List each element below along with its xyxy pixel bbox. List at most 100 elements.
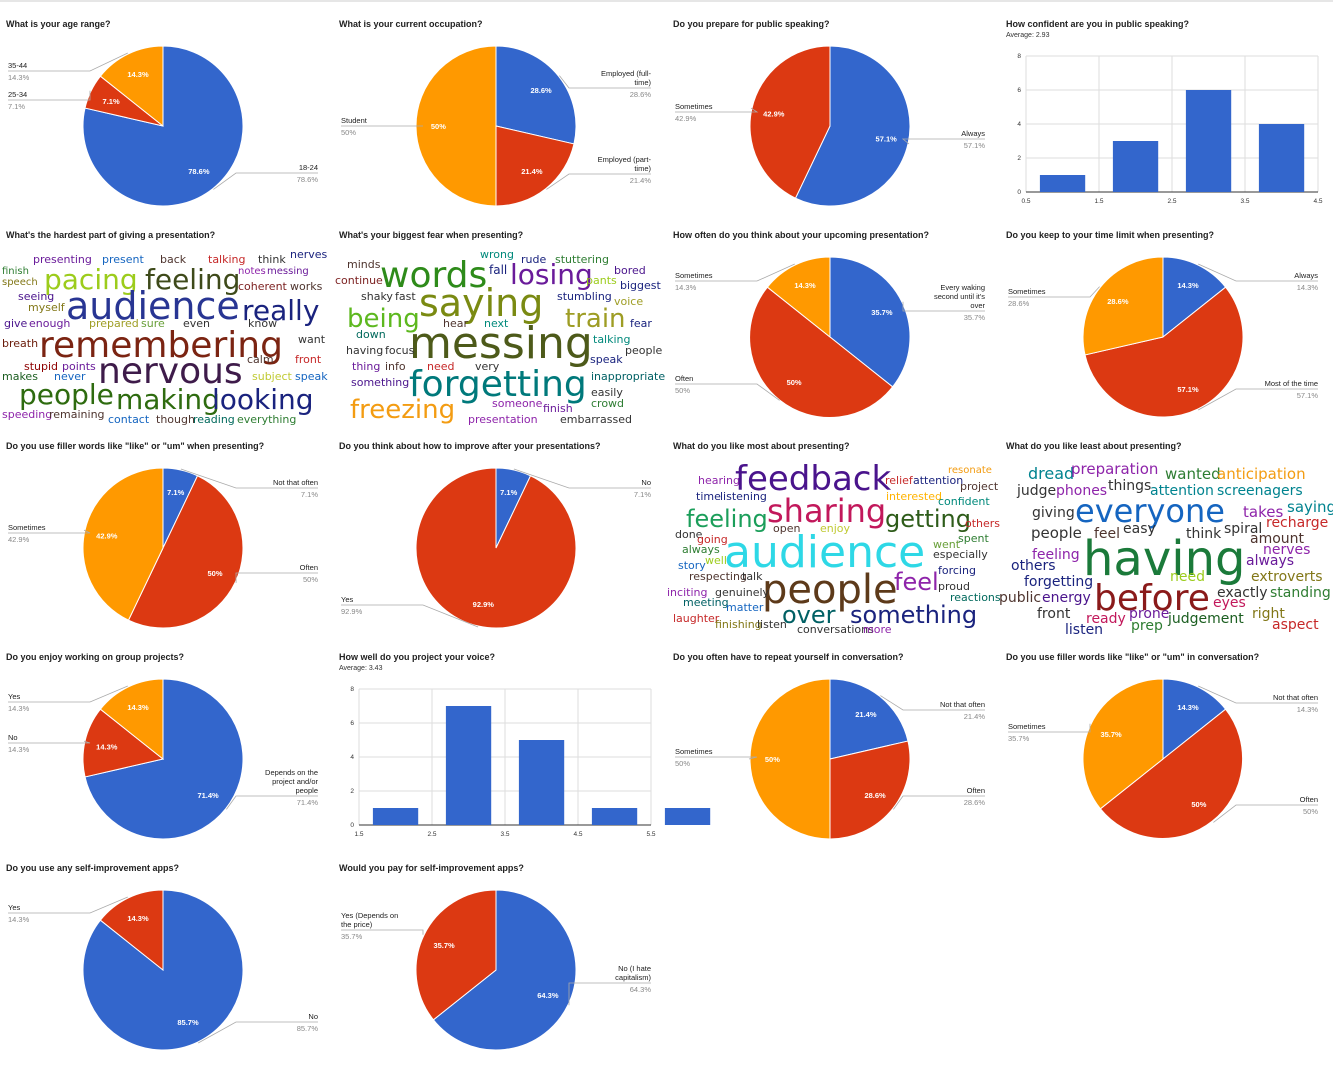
pie-slice-not-that-often[interactable] [829, 678, 909, 760]
cloud-word: speak [295, 370, 328, 383]
cloud-word: losing [510, 258, 593, 291]
chart-panel-c14: How well do you project your voice? Avera… [333, 633, 711, 838]
cloud-word: especially [933, 548, 988, 561]
bar[interactable] [1185, 90, 1232, 192]
pie-slice-employed-full-time[interactable] [495, 45, 577, 145]
cloud-word: takes [1243, 503, 1283, 521]
leader-line [546, 173, 651, 190]
leader-line [1213, 804, 1318, 823]
pie-slice-yes-depends-on-the-price[interactable] [415, 889, 497, 1021]
slice-percent-label: 50% [1191, 800, 1206, 809]
pie-slice-sometimes[interactable] [749, 678, 831, 840]
chart-title: How well do you project your voice? [339, 652, 496, 662]
x-tick-label: 2.5 [1167, 198, 1176, 205]
bar[interactable] [445, 706, 492, 825]
slice-label: Yes [341, 595, 353, 604]
chart-svg: wrong rude stuttering minds words fall losing b… [335, 248, 665, 426]
cloud-word: respecting [689, 570, 747, 583]
cloud-word: stupid [24, 360, 58, 373]
cloud-word: points [62, 360, 96, 373]
cloud-word: aspect [1272, 617, 1319, 633]
cloud-word: confident [938, 495, 990, 508]
slice-label: Sometimes [675, 102, 713, 111]
pie-slice-sometimes[interactable] [1082, 256, 1164, 356]
cloud-word: public [999, 590, 1041, 606]
x-tick-label: 0.5 [1021, 198, 1030, 205]
x-tick-label: 3.5 [1240, 198, 1249, 205]
cloud-word: presenting [33, 253, 92, 266]
chart-panel-c5: What's the hardest part of giving a pres… [0, 211, 328, 426]
chart-panel-c2: What is your current occupation? 28.6% Emp… [333, 0, 659, 207]
slice-label: Yes [8, 903, 20, 912]
pie-slice-no-i-hate-capitalism[interactable] [432, 889, 577, 1051]
pie-slice-most-of-the-time[interactable] [1084, 286, 1244, 418]
slice-label: Student [341, 116, 368, 125]
cloud-word: shaky [361, 290, 393, 303]
cloud-word: project [960, 480, 999, 493]
slice-label: Often [675, 374, 693, 383]
cloud-word: talking [208, 253, 246, 266]
y-tick-label: 0 [1017, 189, 1021, 196]
cloud-word: pants [586, 274, 617, 287]
cloud-word: time [696, 490, 721, 503]
cloud-word: remembering [39, 325, 283, 366]
slice-percent-label: 14.3% [1177, 703, 1199, 712]
cloud-word: something [850, 601, 977, 629]
bar[interactable] [372, 808, 419, 825]
slice-label: Every waking [940, 283, 985, 292]
cloud-word: amount [1250, 531, 1305, 547]
leader-line [341, 929, 424, 935]
slice-label: Yes [8, 692, 20, 701]
chart-svg: 78.6% 18-24 78.6% 7.1% 25-34 7.1% 14.3% 35-44 14… [8, 45, 318, 207]
pie-slice-35-44[interactable] [99, 45, 164, 128]
cloud-word: audience [724, 527, 925, 578]
cloud-word: focus [385, 344, 415, 357]
pie-slice-student[interactable] [415, 45, 497, 207]
bar[interactable] [1258, 124, 1305, 192]
slice-label: Employed (full- [601, 69, 652, 78]
chart-title: Would you pay for self-improvement apps? [339, 863, 524, 873]
cloud-word: fall [489, 263, 507, 277]
pie-slice-not-that-often[interactable] [1162, 678, 1227, 761]
cloud-word: giving [1032, 505, 1075, 521]
cloud-word: enjoy [820, 522, 851, 535]
slice-percent: 92.9% [341, 607, 363, 616]
slice-label: project and/or [272, 777, 318, 786]
pie-slice-yes[interactable] [99, 889, 164, 972]
pie-slice-every-waking-second-until-it-s-over[interactable] [829, 256, 911, 388]
bar[interactable] [664, 808, 711, 825]
slice-label: Not that often [1273, 693, 1318, 702]
bar[interactable] [591, 808, 638, 825]
pie-slice-depends-on-the-project-and-or-people[interactable] [84, 678, 244, 840]
cloud-word: works [290, 280, 323, 293]
slice-label: Sometimes [8, 523, 46, 532]
pie-slice-always[interactable] [1162, 256, 1227, 339]
cloud-word: conversations [797, 623, 874, 636]
slice-label: Always [1294, 271, 1318, 280]
pie-slice-sometimes[interactable] [766, 256, 831, 339]
pie-slice-often[interactable] [1099, 708, 1244, 839]
bar[interactable] [518, 740, 565, 825]
pie-slice-always[interactable] [794, 45, 911, 207]
pie-slice-often[interactable] [829, 740, 911, 840]
bar[interactable] [1039, 175, 1086, 192]
cloud-word: people [1031, 524, 1082, 542]
pie-slice-often[interactable] [127, 475, 244, 629]
slice-percent-label: 50% [207, 569, 222, 578]
chart-title: Do you enjoy working on group projects? [6, 652, 185, 662]
slice-percent-label: 28.6% [864, 791, 886, 800]
chart-svg: 14.3% Not that often 14.3% 50% Often 50% 35.7%… [1008, 678, 1318, 839]
chart-panel-c11: What do you like most about presenting? h… [667, 422, 1001, 636]
bar[interactable] [1112, 141, 1159, 192]
pie-slice-yes[interactable] [99, 678, 164, 761]
slice-percent-label: 14.3% [127, 70, 149, 79]
cloud-word: stuttering [555, 253, 609, 266]
cloud-word: even [183, 317, 210, 330]
cloud-word: speech [2, 277, 38, 288]
pie-slice-yes[interactable] [415, 467, 577, 629]
slice-percent: 50% [675, 759, 690, 768]
pie-slice-employed-part-time[interactable] [495, 125, 575, 207]
slice-label: No (I hate [618, 964, 651, 973]
pie-slice-sometimes[interactable] [1082, 678, 1164, 810]
